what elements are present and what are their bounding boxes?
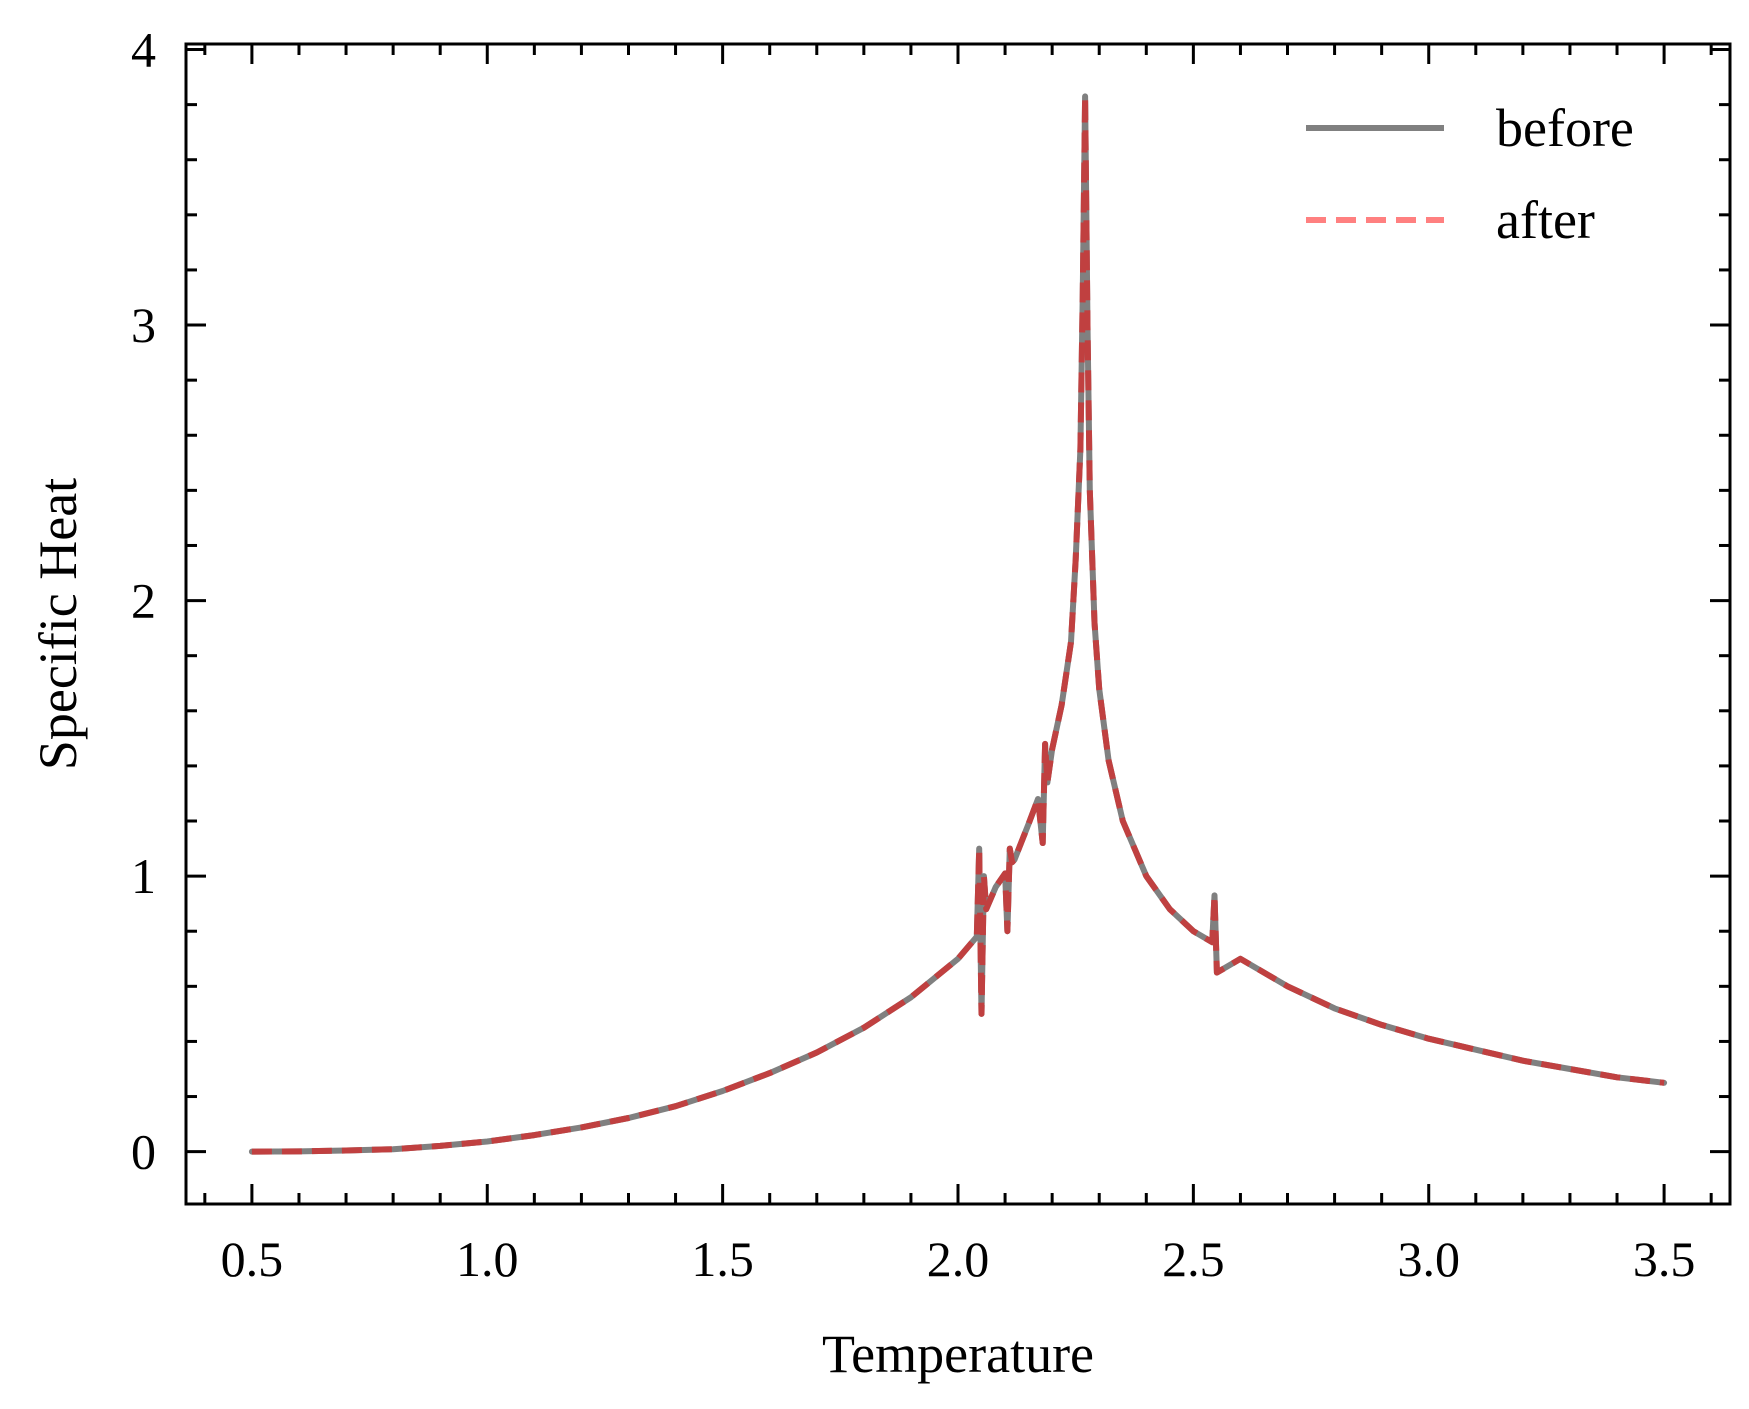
- x-tick-label: 1.5: [691, 1231, 754, 1287]
- y-tick-label: 1: [131, 848, 156, 904]
- legend-label-after: after: [1496, 190, 1595, 250]
- y-axis-label: Specific Heat: [28, 478, 88, 770]
- plot-frame: [184, 42, 1732, 1206]
- x-axis-label: Temperature: [822, 1324, 1094, 1384]
- tick-labels: 0.5 1.0 1.5 2.0 2.5 3.0 3.5 0 1 2 3 4: [131, 22, 1695, 1287]
- y-tick-label: 0: [131, 1124, 156, 1180]
- x-tick-label: 1.0: [456, 1231, 519, 1287]
- y-tick-label: 4: [131, 22, 156, 78]
- series-layer: [248, 93, 1668, 1155]
- x-tick-label: 3.0: [1397, 1231, 1460, 1287]
- y-tick-label: 3: [131, 297, 156, 353]
- legend: before after: [1306, 98, 1634, 250]
- x-tick-label: 2.0: [927, 1231, 990, 1287]
- x-tick-label: 2.5: [1162, 1231, 1225, 1287]
- series-line-after: [251, 93, 1665, 1155]
- x-tick-label: 0.5: [221, 1231, 284, 1287]
- legend-label-before: before: [1496, 98, 1634, 158]
- axis-ticks: [186, 44, 1730, 1204]
- y-tick-label: 2: [131, 573, 156, 629]
- x-tick-label: 3.5: [1633, 1231, 1696, 1287]
